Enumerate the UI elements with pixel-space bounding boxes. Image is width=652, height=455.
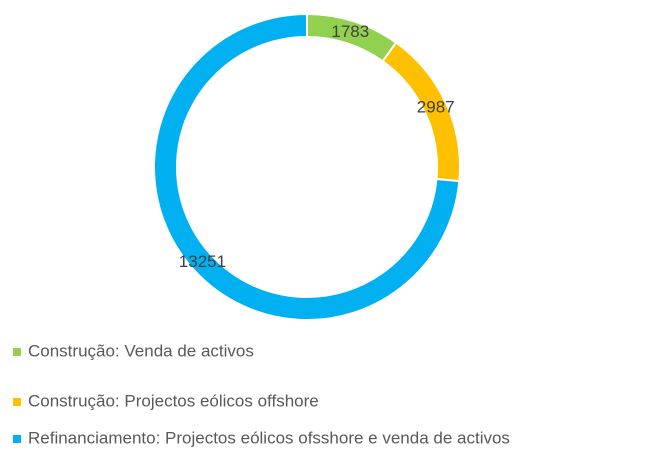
legend-label: Refinanciamento: Projectos eólicos ofssh… [28, 428, 510, 447]
legend-label: Construção: Projectos eólicos offshore [28, 391, 319, 410]
data-label: 13251 [179, 252, 226, 271]
legend-swatch [13, 398, 21, 406]
legend-label: Construção: Venda de activos [28, 341, 254, 360]
legend-swatch [13, 435, 21, 443]
donut-segment [153, 12, 461, 321]
data-label: 2987 [417, 98, 455, 117]
legend-swatch [13, 348, 21, 356]
data-label: 1783 [331, 22, 369, 41]
